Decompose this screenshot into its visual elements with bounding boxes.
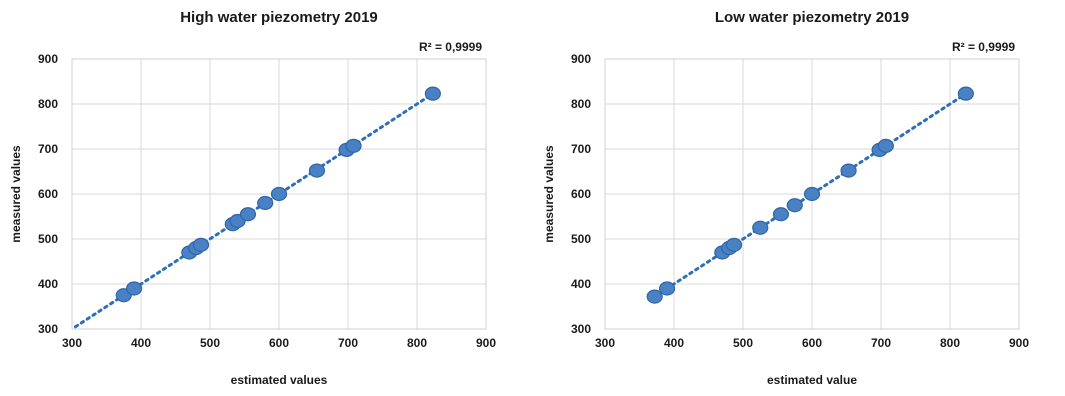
- y-tick-label: 700: [571, 142, 591, 156]
- x-tick-label: 900: [1009, 336, 1029, 350]
- y-tick-label: 400: [38, 277, 58, 291]
- y-tick-label: 600: [571, 187, 591, 201]
- plot-frame: [604, 58, 1020, 330]
- data-point: [424, 86, 441, 101]
- chart-low-water: Low water piezometry 2019 estimated valu…: [533, 0, 1065, 391]
- chart-title: Low water piezometry 2019: [715, 9, 909, 26]
- data-point: [239, 207, 257, 222]
- x-tick-label: 500: [733, 336, 753, 350]
- r-squared-label: R² = 0,9999: [952, 40, 1015, 54]
- y-tick-label: 500: [571, 232, 591, 246]
- data-point: [877, 138, 894, 153]
- x-tick-label: 800: [940, 336, 960, 350]
- x-tick-label: 400: [131, 336, 151, 350]
- data-point: [786, 198, 803, 213]
- y-tick-label: 800: [571, 97, 591, 111]
- data-point: [270, 186, 288, 202]
- x-axis-title: estimated values: [231, 373, 328, 387]
- x-tick-label: 300: [595, 336, 615, 350]
- y-tick-label: 900: [38, 52, 58, 66]
- y-tick-label: 700: [38, 142, 58, 156]
- x-tick-label: 900: [476, 336, 496, 350]
- x-tick-label: 600: [269, 336, 289, 350]
- data-point: [345, 138, 362, 153]
- data-point: [257, 195, 274, 211]
- chart-title: High water piezometry 2019: [180, 9, 378, 26]
- data-point: [646, 289, 663, 304]
- plot-frame: [71, 58, 487, 330]
- data-point: [840, 163, 857, 178]
- y-tick-label: 900: [571, 52, 591, 66]
- data-point: [725, 237, 743, 252]
- data-point: [308, 163, 326, 178]
- x-tick-label: 600: [802, 336, 822, 350]
- y-tick-label: 300: [571, 322, 591, 336]
- data-point: [192, 237, 210, 252]
- chart-high-water: High water piezometry 2019 estimated val…: [0, 0, 532, 391]
- chart-low-water-svg: Low water piezometry 2019 estimated valu…: [542, 9, 1029, 387]
- y-tick-label: 600: [38, 187, 58, 201]
- y-axis-title: measured values: [9, 145, 23, 243]
- data-point: [772, 207, 790, 222]
- x-tick-label: 700: [338, 336, 358, 350]
- data-point: [752, 220, 769, 235]
- x-tick-label: 400: [664, 336, 684, 350]
- x-tick-label: 700: [871, 336, 891, 350]
- x-axis-title: estimated value: [767, 373, 857, 387]
- data-point: [803, 186, 821, 202]
- x-tick-label: 300: [62, 336, 82, 350]
- data-point: [126, 281, 143, 296]
- y-tick-label: 800: [38, 97, 58, 111]
- data-point: [659, 281, 676, 296]
- y-tick-label: 300: [38, 322, 58, 336]
- y-tick-label: 500: [38, 232, 58, 246]
- y-axis-title: measured values: [542, 145, 556, 243]
- r-squared-label: R² = 0,9999: [419, 40, 482, 54]
- data-point: [957, 86, 974, 101]
- y-tick-label: 400: [571, 277, 591, 291]
- x-tick-label: 500: [200, 336, 220, 350]
- chart-high-water-svg: High water piezometry 2019 estimated val…: [9, 9, 496, 387]
- x-tick-label: 800: [407, 336, 427, 350]
